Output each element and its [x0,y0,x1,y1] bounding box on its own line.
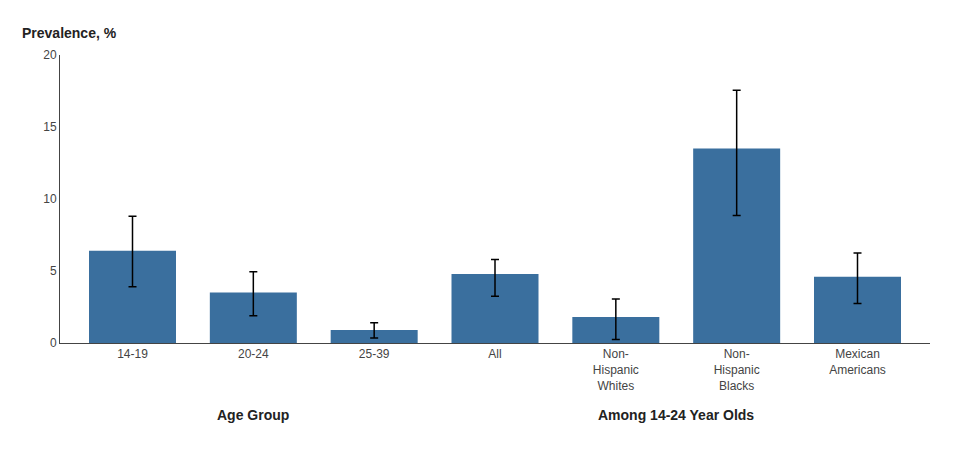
svg-text:0: 0 [50,336,57,350]
svg-text:20: 20 [43,48,57,62]
svg-text:MexicanAmericans: MexicanAmericans [829,347,886,377]
svg-text:All: All [488,347,501,361]
svg-text:14-19: 14-19 [117,347,148,361]
svg-text:Non-HispanicBlacks: Non-HispanicBlacks [714,347,760,392]
svg-text:Age Group: Age Group [217,407,289,423]
svg-text:Among 14-24 Year Olds: Among 14-24 Year Olds [598,407,754,423]
svg-text:5: 5 [50,264,57,278]
svg-text:20-24: 20-24 [238,347,269,361]
svg-text:Non-HispanicWhites: Non-HispanicWhites [593,347,639,392]
svg-text:25-39: 25-39 [359,347,390,361]
svg-text:10: 10 [43,192,57,206]
svg-text:15: 15 [43,120,57,134]
svg-text:Prevalence, %: Prevalence, % [22,25,117,41]
